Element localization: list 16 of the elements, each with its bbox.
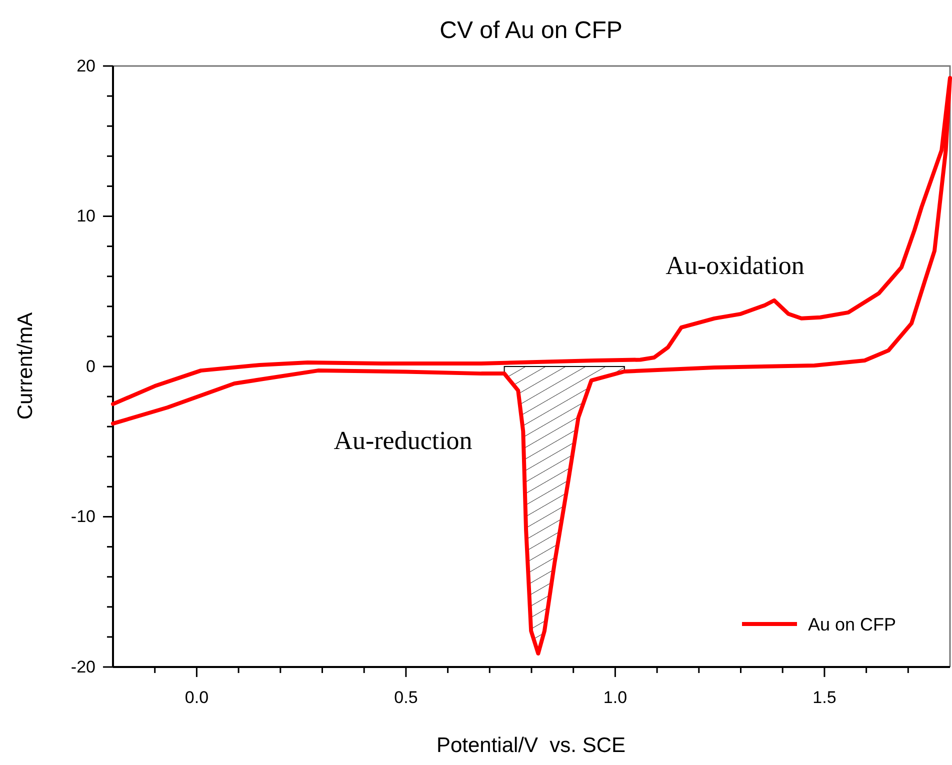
x-tick-label: 1.5 [812,688,836,708]
x-tick-label: 1.0 [603,688,628,708]
y-tick-label: 20 [76,56,96,76]
y-tick-label: 0 [86,356,96,376]
y-tick-label: -20 [70,657,96,676]
annotation: Au-oxidation [666,250,804,280]
x-axis-title: Potential/V vs. SCE [436,734,626,757]
line-series [111,76,952,656]
y-tick-label: -10 [70,507,96,526]
y-tick-label: 10 [76,206,96,226]
y-axis-title: Current/mA [14,312,37,420]
annotation: Au-reduction [334,426,472,455]
x-tick-label: 0.5 [394,688,418,708]
chart-title: CV of Au on CFP [440,17,622,44]
legend-label: Au on CFP [808,614,896,634]
x-tick-label: 0.0 [184,688,209,708]
